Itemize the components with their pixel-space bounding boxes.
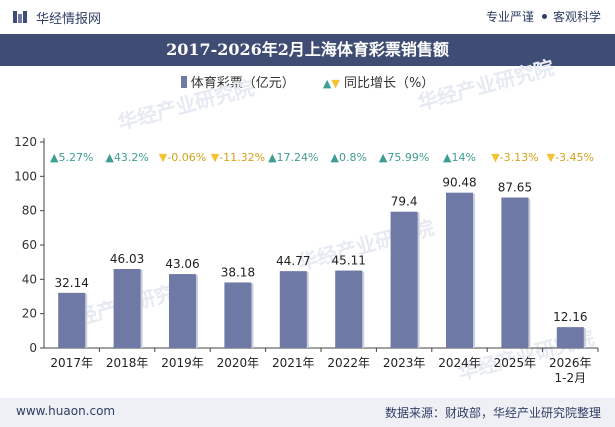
- y-tick-label: 0: [29, 341, 37, 355]
- watermark-text: 华经产业研究院: [115, 75, 256, 134]
- legend-bar-label: 体育彩票（亿元）: [190, 76, 295, 91]
- triangle-up-icon: ▲: [50, 151, 59, 164]
- triangle-down-icon: ▼: [331, 77, 340, 90]
- bar: [335, 270, 363, 348]
- legend-growth-label: 同比增长（%）: [343, 76, 435, 91]
- growth-value: 14%: [452, 151, 476, 164]
- growth-value: 75.99%: [387, 151, 429, 164]
- bar-value-label: 38.18: [221, 265, 255, 279]
- bar-value-label: 45.11: [332, 254, 366, 268]
- growth-value: 0.8%: [339, 151, 367, 164]
- growth-label: ▲5.27%: [50, 151, 93, 164]
- growth-label: ▲0.8%: [330, 151, 366, 164]
- growth-label: ▼-11.32%: [211, 151, 265, 164]
- bar-value-label: 12.16: [553, 310, 587, 324]
- growth-value: -11.32%: [219, 151, 265, 164]
- triangle-down-icon: ▼: [159, 151, 168, 164]
- x-tick-label: 2024年: [438, 356, 481, 370]
- bar: [446, 192, 473, 348]
- growth-value: -3.45%: [555, 151, 594, 164]
- x-tick-label: 2018年: [106, 356, 149, 370]
- y-tick-label: 20: [22, 307, 37, 321]
- triangle-down-icon: ▼: [547, 151, 556, 164]
- footer-website: www.huaon.com: [16, 404, 116, 418]
- bar: [58, 292, 86, 348]
- bar-swatch-icon: [180, 76, 187, 88]
- triangle-down-icon: ▼: [211, 151, 220, 164]
- brand-name: 华经情报网: [36, 12, 102, 27]
- legend-item-bars: 体育彩票（亿元）: [180, 72, 295, 91]
- growth-label: ▲14%: [443, 151, 476, 164]
- footer-source: 数据来源：财政部，华经产业研究院整理: [384, 406, 601, 420]
- growth-value: -3.13%: [500, 151, 539, 164]
- bar-value-label: 46.03: [110, 252, 144, 266]
- growth-label: ▼-3.45%: [547, 151, 594, 164]
- y-tick-label: 80: [22, 204, 37, 218]
- bar-value-label: 43.06: [165, 257, 199, 271]
- x-tick-label: 2025年: [494, 356, 537, 370]
- growth-label: ▲43.2%: [105, 151, 148, 164]
- y-tick-label: 100: [14, 169, 37, 183]
- tagline: 专业严谨 客观科学: [486, 8, 601, 25]
- y-tick-label: 40: [22, 272, 37, 286]
- chart-legend: 体育彩票（亿元） ▲▼ 同比增长（%）: [0, 72, 615, 91]
- bar: [279, 271, 307, 348]
- growth-value: 17.24%: [277, 151, 319, 164]
- growth-value: -0.06%: [167, 151, 206, 164]
- bar: [501, 197, 529, 348]
- bar-value-label: 44.77: [276, 254, 310, 268]
- growth-value: 43.2%: [114, 151, 149, 164]
- triangle-up-icon: ▲: [443, 151, 452, 164]
- legend-item-growth: ▲▼ 同比增长（%）: [323, 72, 434, 91]
- bar: [169, 274, 196, 348]
- bar-value-label: 87.65: [498, 181, 532, 195]
- top-bar: 华经情报网 专业严谨 客观科学: [0, 0, 615, 34]
- y-tick-label: 120: [14, 135, 37, 149]
- bar-value-label: 79.4: [391, 195, 418, 209]
- bar: [390, 211, 418, 348]
- title-band: 2017-2026年2月上海体育彩票销售额: [0, 34, 615, 66]
- x-tick-label: 2021年: [272, 356, 315, 370]
- growth-label: ▼-3.13%: [491, 151, 538, 164]
- bar: [113, 268, 141, 348]
- growth-label: ▼-0.06%: [159, 151, 206, 164]
- tag-professional: 专业严谨: [485, 10, 534, 24]
- bar: [224, 282, 252, 348]
- x-tick-label: 2019年: [161, 356, 204, 370]
- triangle-down-icon: ▼: [491, 151, 500, 164]
- footer: www.huaon.com 数据来源：财政部，华经产业研究院整理: [0, 398, 615, 427]
- y-tick-label: 60: [22, 238, 37, 252]
- growth-label: ▲17.24%: [268, 151, 318, 164]
- triangle-up-icon: ▲: [105, 151, 114, 164]
- bullet-icon: [541, 14, 547, 19]
- x-tick-label: 1-2月: [554, 371, 586, 385]
- watermark-text: 华经产业研究院: [415, 55, 556, 114]
- chart-title: 2017-2026年2月上海体育彩票销售额: [166, 40, 449, 59]
- triangle-up-icon: ▲: [379, 151, 388, 164]
- bar-chart: 华经产业研究院华经产业研究院华经产业研究院华经产业研究院华经产业研究院02040…: [14, 55, 599, 385]
- triangle-up-icon: ▲: [330, 151, 339, 164]
- growth-label: ▲75.99%: [379, 151, 429, 164]
- x-tick-label: 2022年: [327, 356, 370, 370]
- x-tick-label: 2026年: [549, 356, 592, 370]
- bar: [556, 327, 584, 348]
- tag-objective: 客观科学: [552, 10, 601, 24]
- x-tick-label: 2023年: [383, 356, 426, 370]
- triangle-up-icon: ▲: [322, 77, 332, 90]
- bar-value-label: 90.48: [442, 176, 476, 190]
- brand-logo-icon: [13, 11, 27, 23]
- x-tick-label: 2017年: [50, 356, 93, 370]
- growth-value: 5.27%: [58, 151, 93, 164]
- bar-value-label: 32.14: [55, 276, 89, 290]
- triangle-up-icon: ▲: [268, 151, 277, 164]
- x-tick-label: 2020年: [217, 356, 260, 370]
